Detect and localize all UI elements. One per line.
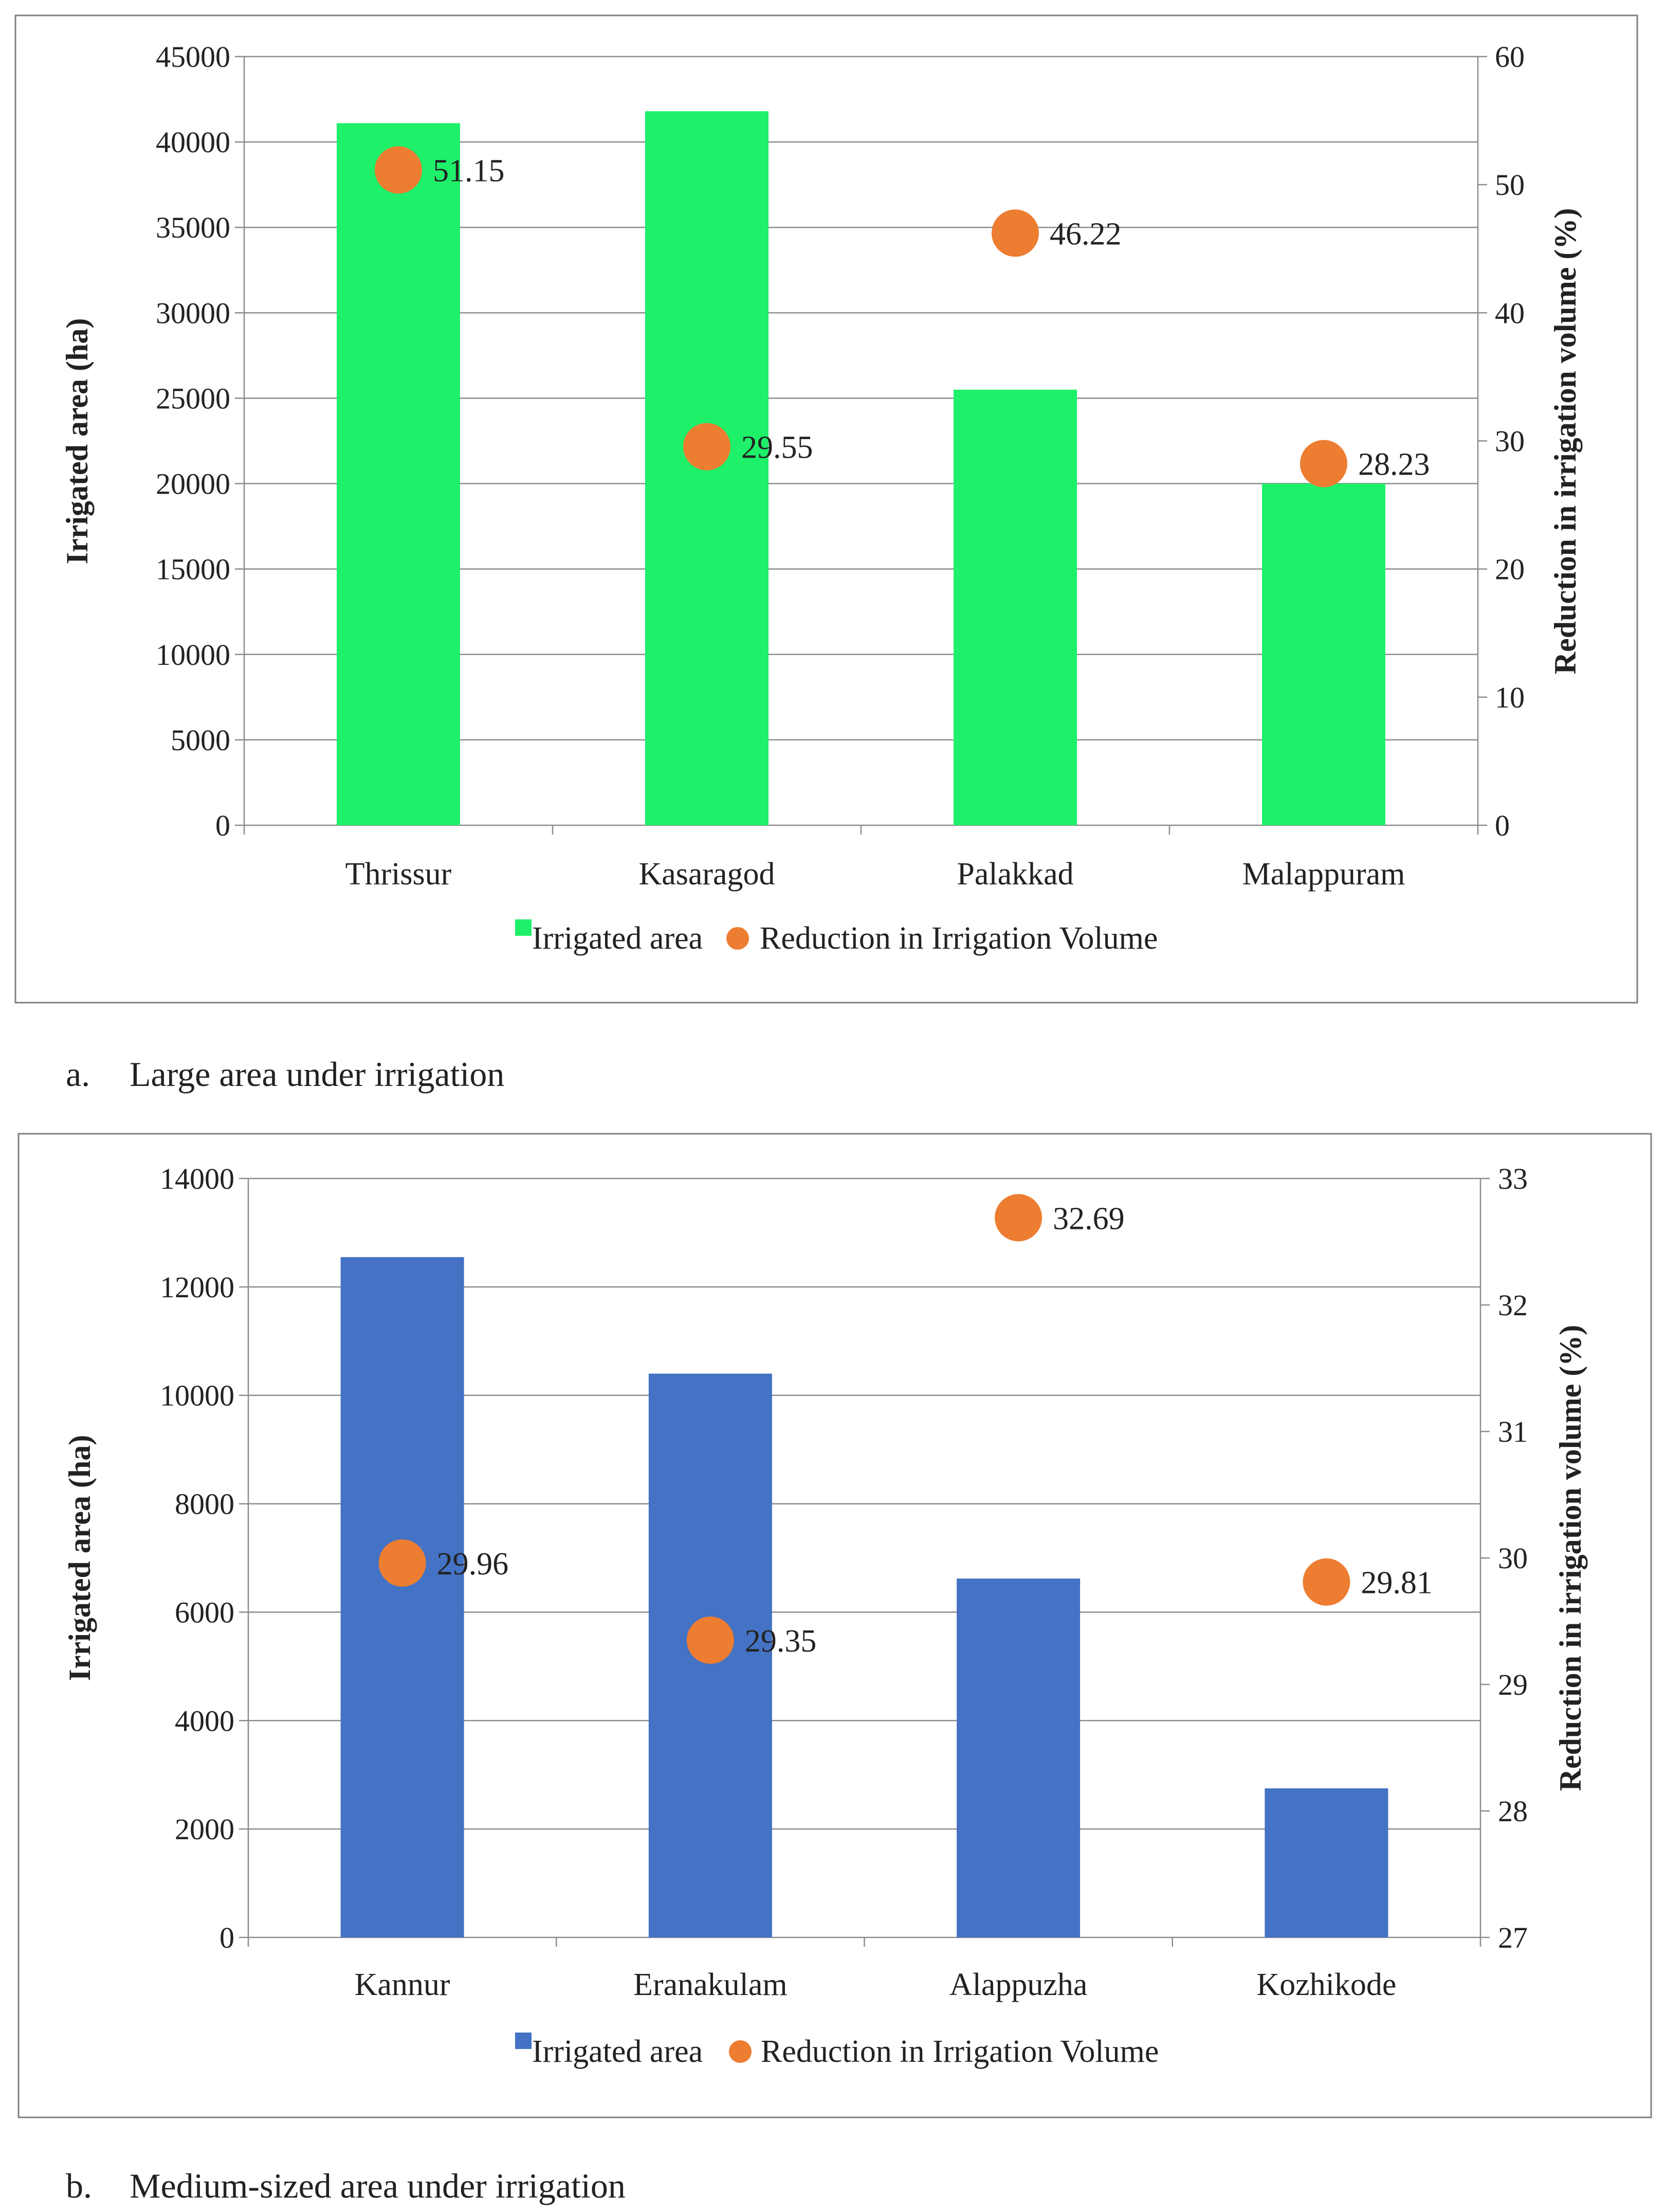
y-tick-label: 8000	[175, 1488, 234, 1521]
x-category-label: Thrissur	[345, 857, 452, 892]
y-tick-label: 4000	[175, 1704, 234, 1737]
x-category-label: Kannur	[355, 1967, 450, 2002]
caption-a: a. Large area under irrigation	[66, 1054, 504, 1095]
caption-a-label: a.	[66, 1055, 90, 1094]
chart-a: 0 5000 10000 15000 20000 25000 30000 35000 40000…	[14, 14, 1638, 1004]
y-tick-label: 45000	[156, 40, 230, 74]
y2-tick-label: 0	[1495, 809, 1510, 842]
y2-tick-label: 60	[1495, 40, 1525, 74]
y-tick-label: 35000	[156, 211, 230, 244]
bar-malappuram	[1262, 483, 1385, 825]
y2-tick-label: 33	[1498, 1162, 1528, 1195]
y-axis-title: Irrigated area (ha)	[60, 318, 94, 565]
x-category-label: Alappuzha	[949, 1967, 1088, 2002]
y2-tick-label: 50	[1495, 168, 1525, 202]
reduction-data-label: 32.69	[1053, 1201, 1125, 1236]
y-tick-label: 40000	[156, 125, 230, 159]
reduction-point	[375, 146, 422, 194]
y2-tick-label: 28	[1498, 1794, 1528, 1828]
y-tick-label: 5000	[171, 723, 230, 757]
y-axis-title: Irrigated area (ha)	[63, 1435, 97, 1681]
y2-tick-label: 31	[1498, 1415, 1528, 1448]
caption-b-text: Medium-sized area under irrigation	[130, 2166, 626, 2205]
y-tick-label: 15000	[156, 553, 230, 586]
legend-bar-swatch	[515, 2033, 532, 2049]
x-category-label: Palakkad	[957, 857, 1073, 892]
x-category-label: Kozhikode	[1256, 1967, 1396, 2002]
chart-b-frame	[17, 1133, 1652, 2118]
x-category-label: Malappuram	[1242, 857, 1405, 892]
y-tick-label: 10000	[160, 1379, 234, 1412]
legend-point-label: Reduction in Irrigation Volume	[760, 921, 1158, 956]
reduction-point	[683, 423, 730, 470]
y2-tick-label: 30	[1498, 1542, 1528, 1575]
legend-bar-label: Irrigated area	[532, 2034, 703, 2069]
y-tick-label: 12000	[160, 1271, 234, 1304]
legend-point-swatch	[726, 927, 749, 950]
reduction-data-label: 51.15	[433, 154, 505, 189]
bar-kannur	[340, 1257, 464, 1937]
chart-b: 0 2000 4000 6000 8000 10000 12000 14000 27 28 29 30…	[17, 1133, 1652, 2118]
reduction-data-label: 29.35	[745, 1624, 817, 1659]
y-tick-label: 6000	[175, 1595, 234, 1629]
legend-bar-label: Irrigated area	[532, 921, 703, 956]
bar-kozhikode	[1265, 1788, 1388, 1937]
caption-b-label: b.	[66, 2166, 92, 2205]
reduction-point	[1303, 1558, 1350, 1606]
x-category-label: Kasaragod	[638, 857, 775, 892]
chart-a-frame	[14, 14, 1638, 1004]
reduction-point	[378, 1539, 426, 1587]
y-tick-label: 10000	[156, 638, 230, 672]
reduction-data-label: 28.23	[1358, 447, 1430, 482]
bar-palakkad	[954, 389, 1077, 825]
reduction-data-label: 29.55	[741, 430, 813, 465]
reduction-data-label: 29.96	[437, 1547, 509, 1582]
legend-bar-swatch	[515, 919, 532, 936]
bar-thrissur	[337, 123, 460, 826]
y2-tick-label: 10	[1495, 681, 1525, 714]
y-tick-label: 2000	[175, 1812, 234, 1846]
x-category-label: Eranakulam	[633, 1967, 788, 2002]
y2-tick-label: 20	[1495, 553, 1525, 586]
y-tick-label: 14000	[160, 1162, 234, 1195]
caption-b: b. Medium-sized area under irrigation	[66, 2166, 626, 2206]
caption-a-text: Large area under irrigation	[130, 1055, 505, 1094]
reduction-data-label: 46.22	[1050, 216, 1122, 251]
legend-point-label: Reduction in Irrigation Volume	[761, 2034, 1159, 2069]
y2-tick-label: 40	[1495, 296, 1525, 330]
y2-tick-label: 32	[1498, 1289, 1528, 1322]
reduction-point	[992, 209, 1039, 257]
y-tick-label: 0	[219, 1921, 234, 1954]
y2-tick-label: 30	[1495, 425, 1525, 458]
y-tick-label: 30000	[156, 296, 230, 330]
reduction-point	[995, 1194, 1042, 1242]
reduction-point	[1300, 440, 1347, 487]
reduction-data-label: 29.81	[1361, 1566, 1433, 1601]
bar-alappuzha	[957, 1579, 1081, 1937]
y2-axis-title: Reduction in irrigation volume (%)	[1548, 208, 1582, 675]
y2-tick-label: 27	[1498, 1921, 1528, 1954]
reduction-point	[686, 1616, 734, 1664]
legend-point-swatch	[729, 2040, 752, 2063]
y-tick-label: 20000	[156, 467, 230, 501]
y2-tick-label: 29	[1498, 1668, 1528, 1701]
y-tick-label: 25000	[156, 382, 230, 415]
y-tick-label: 0	[215, 809, 230, 842]
y2-axis-title: Reduction in irrigation volume (%)	[1553, 1325, 1587, 1791]
